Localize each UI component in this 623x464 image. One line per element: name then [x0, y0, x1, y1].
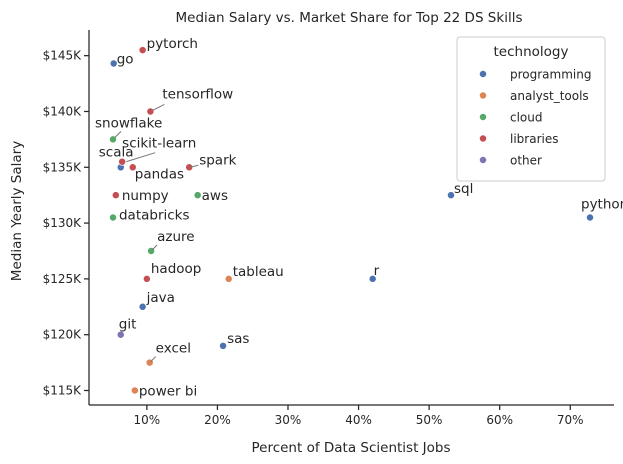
point-pytorch [138, 46, 147, 55]
label-pandas: pandas [135, 166, 184, 182]
x-tick-label: 30% [275, 413, 302, 427]
point-r [368, 274, 377, 283]
point-git [116, 330, 125, 339]
legend-label-cloud: cloud [510, 111, 543, 125]
point-sql [447, 191, 455, 200]
label-python: python [581, 197, 623, 213]
label-power-bi: power bi [139, 383, 197, 399]
y-tick-label: $120K [43, 328, 83, 342]
leader-snowflake [114, 131, 122, 138]
y-tick-label: $130K [43, 216, 83, 230]
leader-tensorflow [152, 104, 165, 111]
x-tick-label: 20% [204, 413, 231, 427]
label-hadoop: hadoop [151, 261, 202, 277]
plot-area: 10% 20% 30% 40% 50% 60% 70% $115K $120K $125K $130… [43, 30, 623, 427]
label-pytorch: pytorch [147, 36, 198, 52]
label-sql: sql [454, 181, 473, 197]
label-tableau: tableau [233, 264, 284, 280]
label-tensorflow: tensorflow [162, 86, 233, 102]
label-azure: azure [157, 229, 194, 245]
y-tick-label: $135K [43, 160, 83, 174]
x-tick-label: 40% [345, 413, 372, 427]
y-tick-label: $140K [43, 104, 83, 118]
legend-label-libraries: libraries [510, 132, 558, 146]
label-sas: sas [227, 331, 249, 347]
y-tick-label: $125K [43, 272, 83, 286]
x-tick-label: 10% [134, 413, 161, 427]
point-tensorflow [146, 107, 155, 116]
legend-marker-programming [479, 70, 487, 78]
legend-frame [456, 36, 606, 182]
legend-marker-cloud [479, 113, 487, 121]
legend-title: technology [494, 44, 569, 60]
x-tick-label: 60% [486, 413, 513, 427]
y-tick-label: $115K [43, 383, 83, 397]
legend-label-other: other [510, 154, 542, 168]
x-axis-label: Percent of Data Scientist Jobs [251, 440, 450, 456]
label-scikit-learn: scikit-learn [122, 136, 196, 152]
legend-marker-other [479, 156, 487, 164]
leader-scikit-learn [126, 152, 156, 163]
point-python [586, 213, 594, 222]
point-aws [193, 191, 202, 200]
point-go [109, 59, 118, 68]
label-git: git [119, 317, 137, 333]
point-hadoop [142, 274, 151, 283]
label-go: go [117, 51, 134, 67]
leader-azure [151, 244, 158, 251]
legend: technology programming analyst_toolscloud… [456, 36, 606, 182]
label-excel: excel [156, 341, 191, 357]
label-snowflake: snowflake [95, 115, 162, 131]
legend-label-programming: programming [510, 68, 591, 82]
leader-spark [190, 164, 199, 168]
label-numpy: numpy [122, 188, 169, 204]
point-snowflake [109, 135, 117, 144]
point-scikit-learn [118, 157, 127, 166]
legend-marker-libraries [479, 134, 487, 143]
label-databricks: databricks [119, 208, 190, 224]
point-databricks [109, 213, 117, 222]
point-pandas [128, 163, 137, 172]
x-tick-label: 70% [557, 413, 584, 427]
legend-marker-analyst_tools [479, 91, 487, 100]
y-axis-label: Median Yearly Salary [9, 141, 25, 281]
point-tableau [224, 274, 233, 283]
y-tick-label: $145K [43, 49, 83, 63]
label-aws: aws [202, 188, 228, 204]
leader-excel [150, 356, 157, 362]
label-spark: spark [199, 152, 236, 168]
point-power-bi [130, 386, 139, 395]
point-spark [185, 163, 194, 172]
point-sas [219, 341, 228, 350]
label-java: java [146, 290, 175, 306]
label-scala: scala [99, 144, 134, 160]
point-java [138, 302, 147, 311]
legend-label-analyst_tools: analyst_tools [510, 89, 589, 103]
point-numpy [111, 191, 120, 200]
label-r: r [374, 263, 380, 279]
chart-title: Median Salary vs. Market Share for Top 2… [176, 10, 523, 26]
x-tick-label: 50% [416, 413, 443, 427]
